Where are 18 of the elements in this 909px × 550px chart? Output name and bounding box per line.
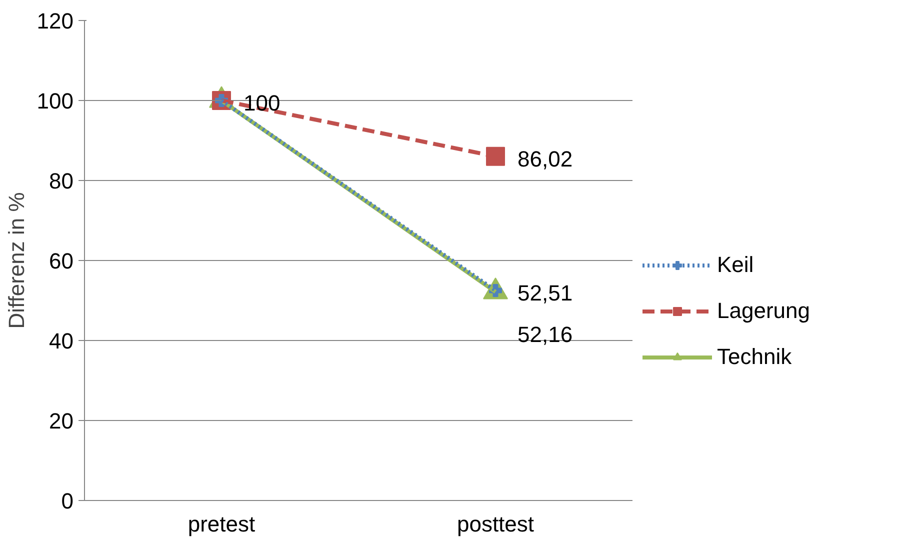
data-label: 86,02: [518, 146, 573, 172]
point: [486, 146, 505, 166]
legend-label: Lagerung: [717, 298, 810, 324]
y-tick-label: 120: [36, 8, 74, 34]
y-axis-title: Differenz in %: [4, 192, 29, 329]
y-tick-label: 40: [49, 328, 74, 354]
y-tick-label: 60: [49, 248, 74, 274]
x-tick-label: pretest: [188, 512, 256, 536]
legend-label: Keil: [717, 252, 754, 278]
y-tick-label: 80: [49, 168, 74, 194]
legend-label: Technik: [717, 344, 792, 370]
y-tick-label: 20: [49, 408, 74, 434]
data-label: 52,51: [518, 280, 573, 306]
y-tick-label: 0: [61, 488, 74, 514]
data-label: 52,16: [518, 322, 573, 347]
y-tick-label: 100: [36, 88, 74, 114]
data-label: 100: [244, 90, 280, 116]
x-tick-label: posttest: [456, 512, 534, 536]
